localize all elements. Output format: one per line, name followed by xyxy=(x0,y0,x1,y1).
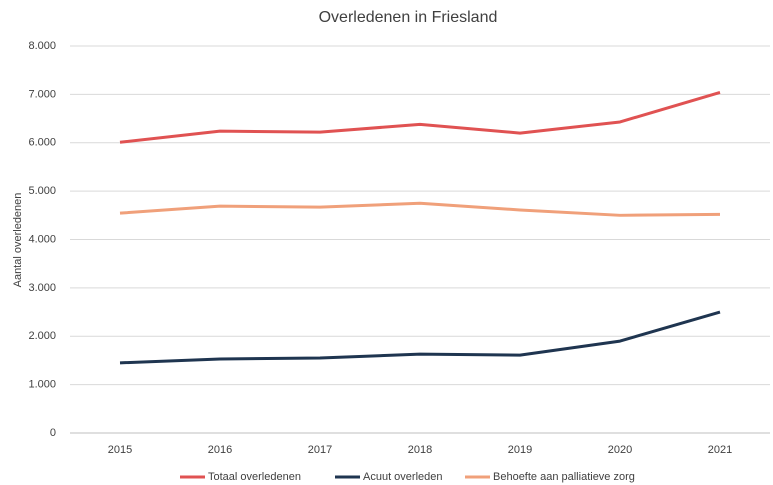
y-tick-label: 7.000 xyxy=(28,88,56,100)
y-tick-label: 6.000 xyxy=(28,137,56,149)
legend-label: Totaal overledenen xyxy=(208,471,301,483)
line-series xyxy=(119,310,721,365)
y-axis-label: Aantal overledenen xyxy=(12,193,24,288)
x-tick-label: 2017 xyxy=(308,444,332,456)
y-tick-label: 5.000 xyxy=(28,185,56,197)
x-tick-label: 2018 xyxy=(408,444,432,456)
x-tick-label: 2021 xyxy=(708,444,732,456)
y-tick-label: 8.000 xyxy=(28,40,56,52)
x-tick-label: 2019 xyxy=(508,444,532,456)
chart-title: Overledenen in Friesland xyxy=(319,9,498,26)
y-tick-label: 0 xyxy=(50,427,56,439)
y-tick-label: 4.000 xyxy=(28,233,56,245)
x-tick-label: 2020 xyxy=(608,444,632,456)
x-tick-label: 2015 xyxy=(108,444,132,456)
x-tick-label: 2016 xyxy=(208,444,232,456)
legend-label: Behoefte aan palliatieve zorg xyxy=(493,471,635,483)
line-series xyxy=(119,91,721,144)
y-tick-label: 1.000 xyxy=(28,379,56,391)
y-tick-label: 3.000 xyxy=(28,282,56,294)
line-series xyxy=(119,201,721,217)
y-tick-label: 2.000 xyxy=(28,330,56,342)
legend-label: Acuut overleden xyxy=(363,471,443,483)
